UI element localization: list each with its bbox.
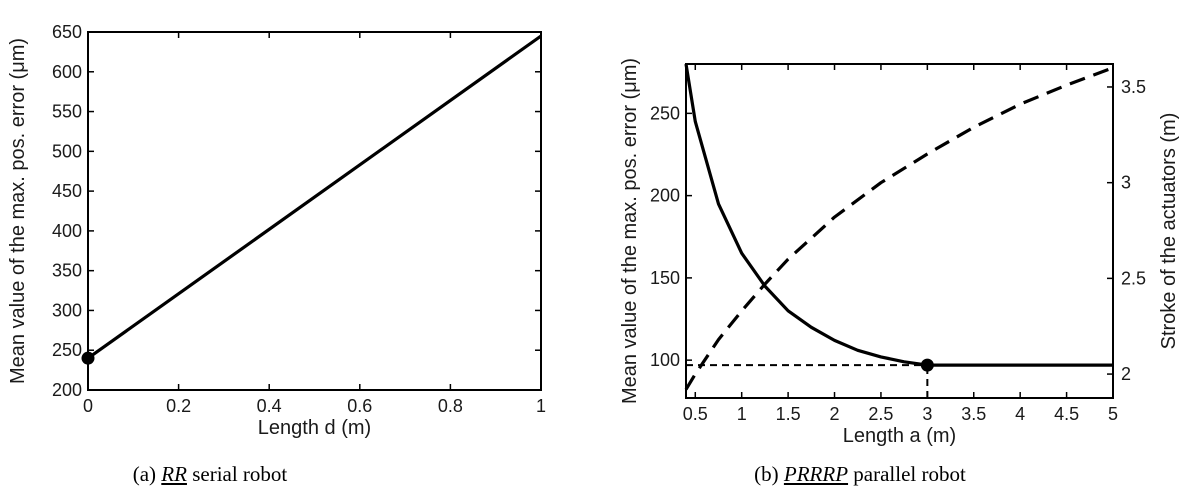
chart-a-y-tick-label: 300: [52, 300, 82, 320]
charts-svg: 0 0.2 0.4 0.6 0.8 1 200 250 300 350 400 450 500 550 60…: [7, 22, 1180, 447]
chart-a-y-tick-label: 550: [52, 102, 82, 122]
chart-b-y2-tick-label: 2.5: [1121, 268, 1146, 288]
chart-a-x-tick-label: 0.2: [166, 396, 191, 416]
chart-b-x-tick-label: 0.5: [683, 404, 708, 424]
chart-b-plot-frame: [685, 63, 1114, 399]
chart-b-x-tick-label: 4.5: [1054, 404, 1079, 424]
chart-b-y-tick-label: 250: [650, 103, 680, 123]
chart-b-x-tick-label: 5: [1108, 404, 1118, 424]
caption-a-suffix: serial robot: [186, 462, 288, 486]
caption-b-prefix: (b): [754, 462, 784, 486]
chart-a-x-tick-label: 1: [536, 396, 546, 416]
chart-a-y-tick-label: 350: [52, 261, 82, 281]
chart-b-y-tick-label: 200: [650, 186, 680, 206]
chart-a-plot-frame: [87, 31, 542, 391]
chart-a-y-tick-label: 650: [52, 22, 82, 42]
caption-a-prefix: (a): [132, 462, 162, 486]
caption-b-suffix: parallel robot: [848, 462, 966, 486]
chart-b-y2-tick-label: 3.5: [1121, 77, 1146, 97]
chart-b-x-tick-label: 3: [922, 404, 932, 424]
chart-a-y-tick-label: 500: [52, 141, 82, 161]
caption-a-robot: RR: [161, 462, 187, 486]
chart-b-y-tick-label: 100: [650, 350, 680, 370]
chart-b-y-tick-label: 150: [650, 268, 680, 288]
chart-b-marker-point: [920, 358, 934, 372]
chart-b-series-dashed-line: [684, 66, 1114, 391]
caption-a: (a) RR serial robot: [133, 462, 288, 487]
chart-a-x-tick-label: 0: [83, 396, 93, 416]
chart-a-marker-point: [81, 351, 95, 365]
chart-b-series-solid-line: [684, 63, 1113, 367]
chart-b-x-axis-label: Length a (m): [843, 425, 956, 447]
chart-a-y-axis-label: Mean value of the max. pos. error (μm): [7, 38, 29, 384]
chart-b-y-axis-label: Mean value of the max. pos. error (μm): [619, 58, 641, 404]
chart-a-y-tick-label: 600: [52, 62, 82, 82]
chart-b-x-tick-label: 2: [830, 404, 840, 424]
chart-b-x-tick-label: 4: [1015, 404, 1025, 424]
chart-b-y2-tick-label: 3: [1121, 173, 1131, 193]
chart-b-x-tick-label: 3.5: [961, 404, 986, 424]
chart-b-x-tick-label: 1.5: [776, 404, 801, 424]
chart-a-x-axis-label: Length d (m): [258, 417, 371, 439]
chart-a-y-tick-label: 200: [52, 380, 82, 400]
chart-a-x-tick-label: 0.4: [257, 396, 282, 416]
caption-b-robot: PRRRP: [783, 462, 849, 486]
chart-b-y2-axis-label: Stroke of the actuators (m): [1158, 113, 1180, 350]
chart-b-x-tick-label: 1: [737, 404, 747, 424]
chart-a-y-tick-label: 250: [52, 340, 82, 360]
chart-a-y-tick-label: 450: [52, 181, 82, 201]
chart-a-x-tick-label: 0.8: [438, 396, 463, 416]
chart-a-series-solid-line: [87, 34, 542, 360]
chart-a-y-tick-label: 400: [52, 221, 82, 241]
caption-b: (b) PRRRP parallel robot: [754, 462, 966, 487]
chart-a-x-tick-label: 0.6: [347, 396, 372, 416]
chart-b-y2-tick-label: 2: [1121, 364, 1131, 384]
chart-b-x-tick-label: 2.5: [868, 404, 893, 424]
